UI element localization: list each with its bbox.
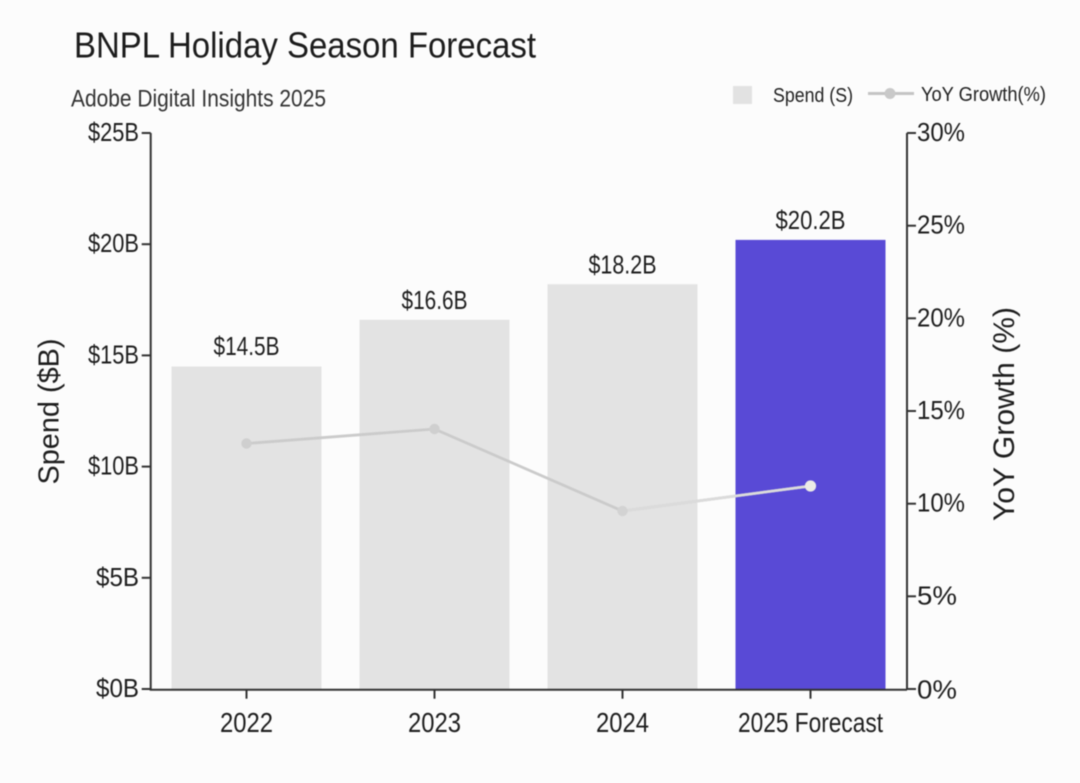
svg-text:2023: 2023 xyxy=(408,707,461,738)
svg-text:Spend ($B): Spend ($B) xyxy=(34,339,66,485)
svg-text:YoY Growth(%): YoY Growth(%) xyxy=(921,84,1046,106)
svg-text:$16.6B: $16.6B xyxy=(402,285,468,315)
svg-text:20%: 20% xyxy=(917,302,965,332)
svg-text:$25B: $25B xyxy=(88,117,139,147)
svg-text:YoY Growth (%): YoY Growth (%) xyxy=(988,307,1021,521)
svg-text:10%: 10% xyxy=(917,488,965,518)
svg-text:0%: 0% xyxy=(917,675,957,705)
svg-text:15%: 15% xyxy=(917,395,965,425)
svg-text:2022: 2022 xyxy=(220,707,273,738)
svg-text:$20B: $20B xyxy=(88,228,139,258)
svg-text:2024: 2024 xyxy=(596,707,649,738)
svg-text:5%: 5% xyxy=(917,580,957,610)
svg-text:$15B: $15B xyxy=(88,339,139,369)
svg-text:Adobe Digital Insights 2025: Adobe Digital Insights 2025 xyxy=(71,86,326,113)
svg-text:Spend (S): Spend (S) xyxy=(773,85,853,107)
svg-text:$10B: $10B xyxy=(88,451,139,481)
svg-text:2025 Forecast: 2025 Forecast xyxy=(738,707,883,738)
svg-text:$18.2B: $18.2B xyxy=(589,250,657,280)
svg-text:$0B: $0B xyxy=(96,673,139,703)
svg-text:25%: 25% xyxy=(917,210,965,240)
svg-text:$14.5B: $14.5B xyxy=(214,331,280,361)
svg-text:BNPL Holiday Season Forecast: BNPL Holiday Season Forecast xyxy=(74,25,536,66)
svg-text:30%: 30% xyxy=(917,117,965,147)
svg-text:$5B: $5B xyxy=(96,562,139,592)
svg-text:$20.2B: $20.2B xyxy=(776,205,846,235)
